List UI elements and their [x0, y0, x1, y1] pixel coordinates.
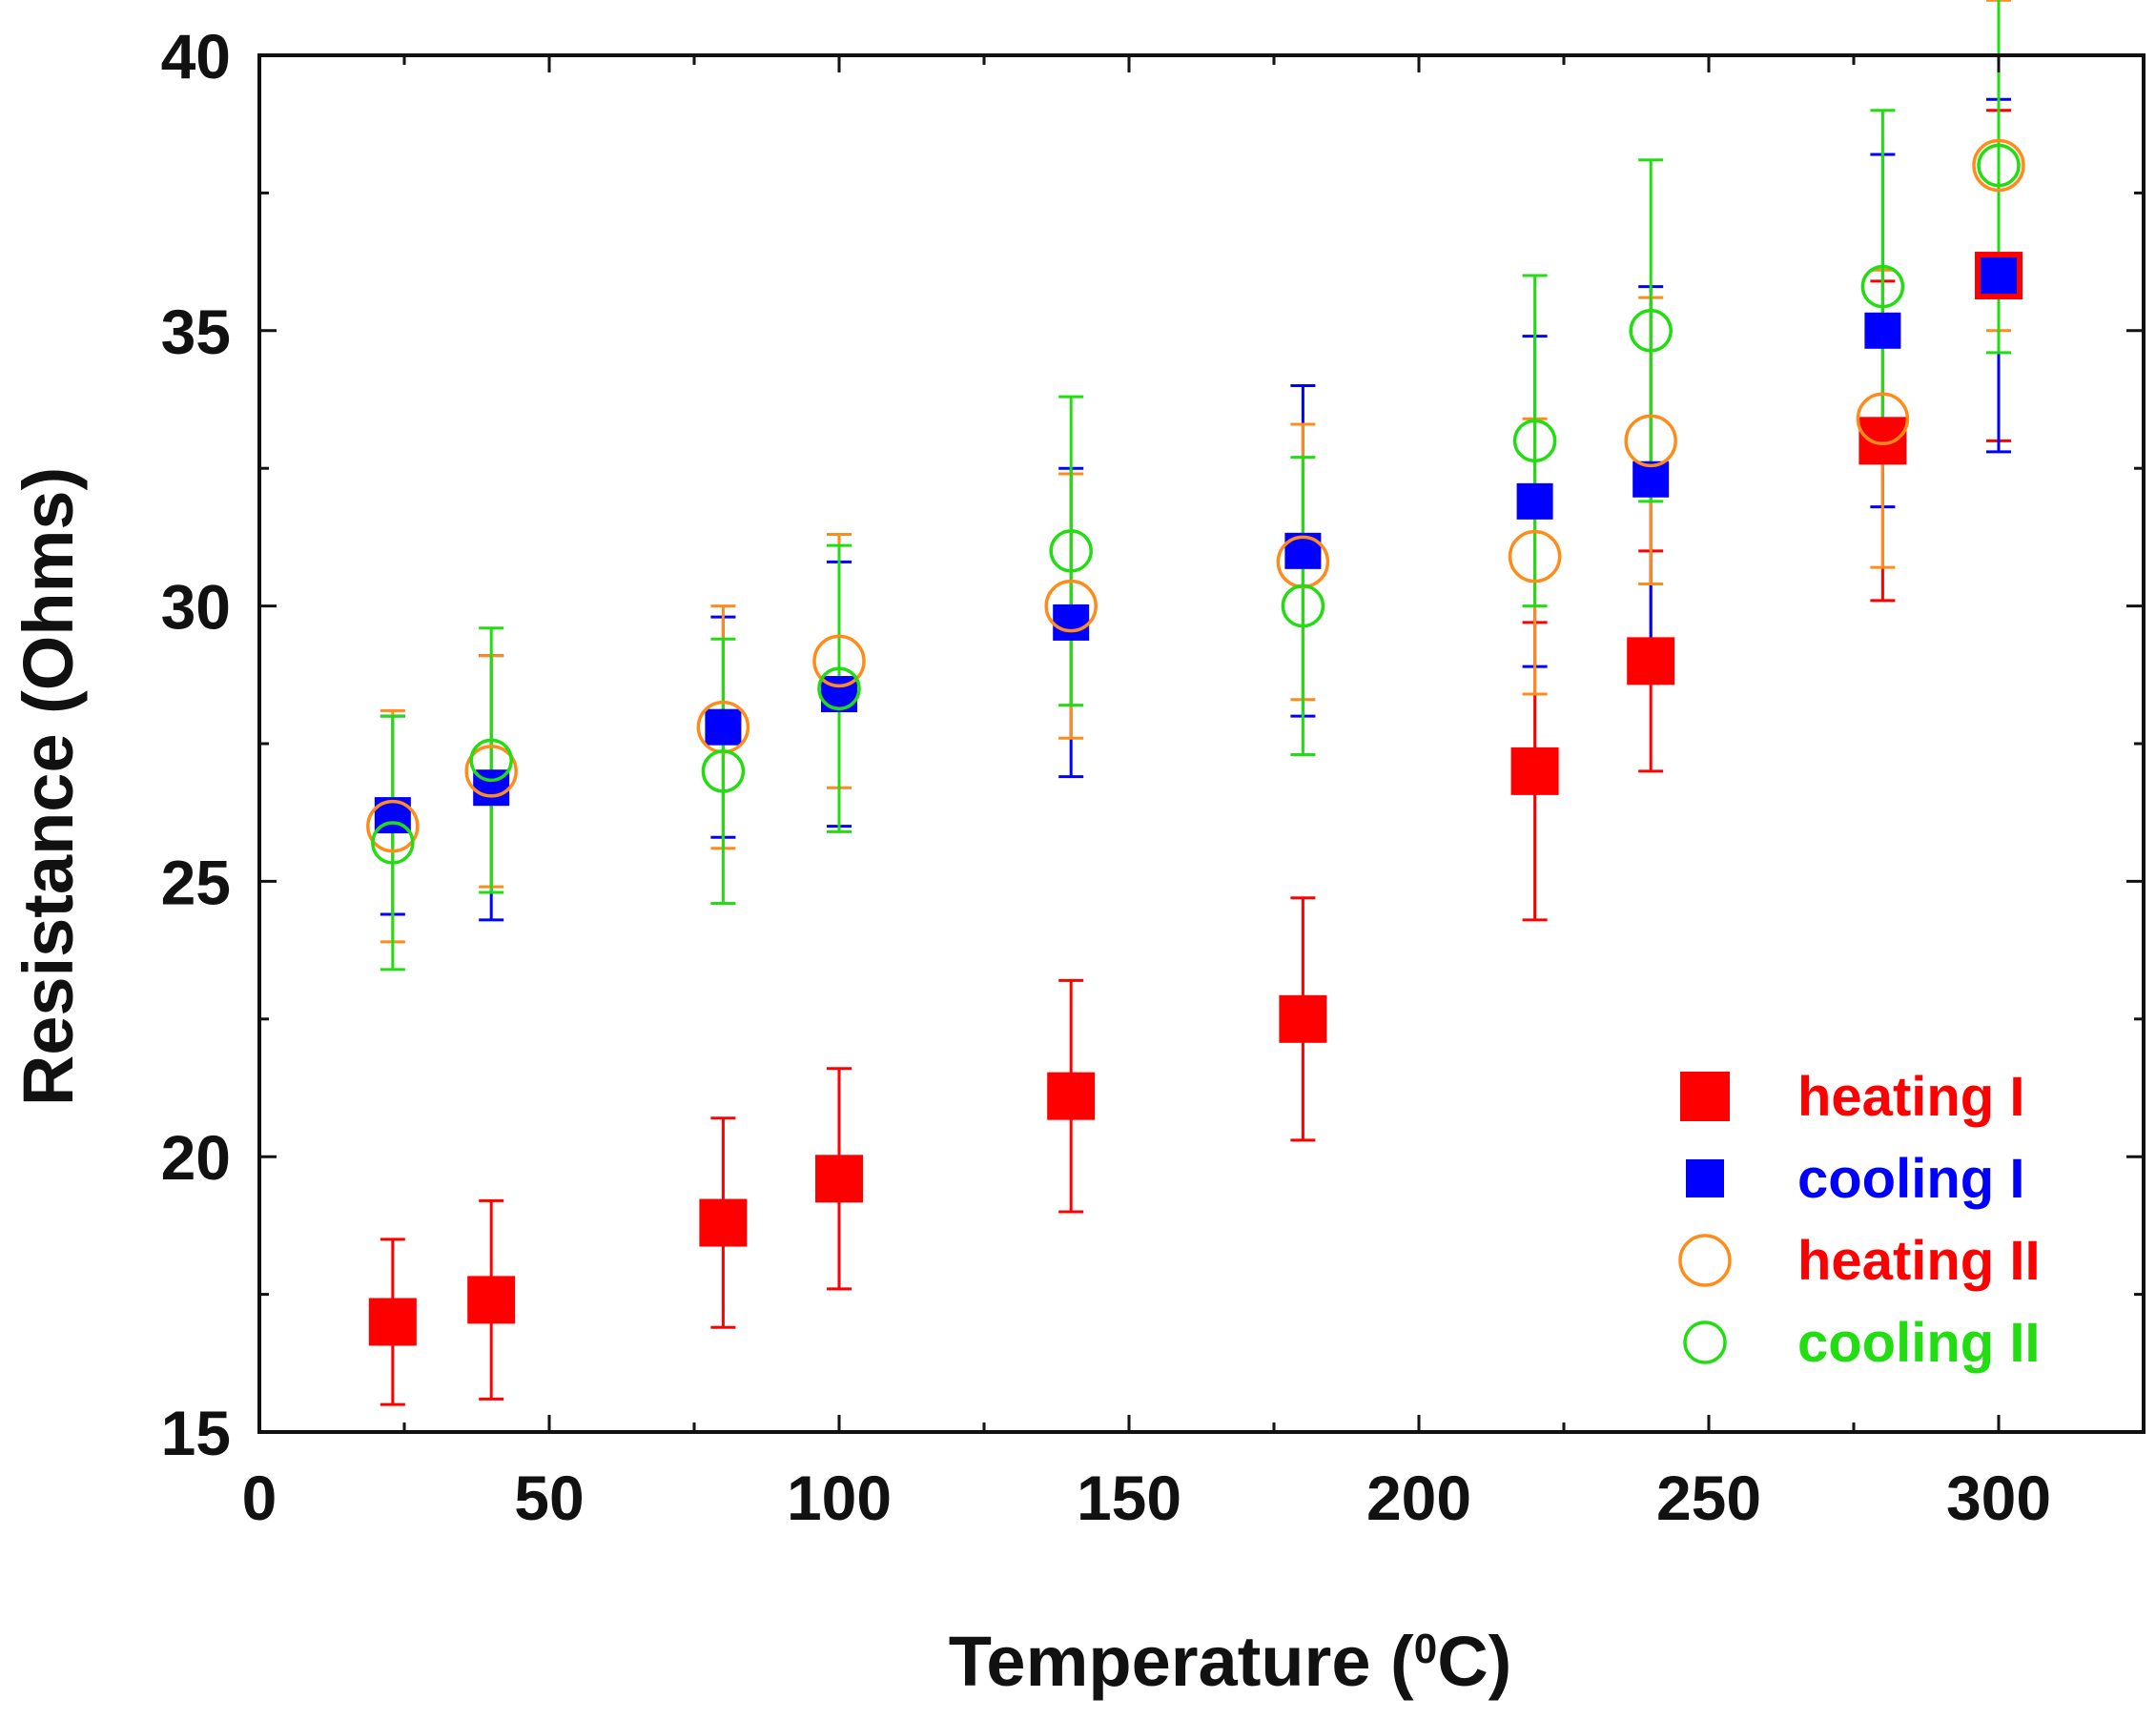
legend-marker-cooling-i: [1686, 1159, 1724, 1197]
cooling-ii-point: [371, 821, 415, 865]
axis-ticks-layer: [257, 53, 2144, 1434]
cooling-ii-point: [1049, 529, 1093, 573]
legend-label-heating-i: heating I: [1797, 1066, 2024, 1128]
x-tick-label: 250: [1656, 1463, 1761, 1533]
cooling-i-point: [1516, 482, 1553, 520]
y-tick-label: 35: [161, 297, 231, 367]
y-tick-label: 15: [161, 1398, 231, 1468]
legend-marker-heating-i: [1680, 1072, 1730, 1121]
cooling-ii-point: [1281, 583, 1325, 628]
legend-label-cooling-i: cooling I: [1797, 1148, 2024, 1210]
heating-i-point: [368, 1298, 417, 1346]
legend-label-cooling-ii: cooling II: [1797, 1312, 2041, 1374]
x-tick-label: 150: [1077, 1463, 1181, 1533]
cooling-ii-point: [1977, 143, 2021, 188]
legend-marker-cooling-ii: [1683, 1320, 1727, 1364]
cooling-i-point: [1632, 460, 1670, 498]
heating-i-point: [1858, 417, 1907, 465]
y-tick-label: 20: [161, 1122, 231, 1193]
heating-i-point: [467, 1276, 516, 1324]
markers-layer: [366, 138, 2025, 1346]
y-tick-label: 40: [161, 21, 231, 92]
cooling-i-point: [1981, 257, 2017, 295]
cooling-ii-point: [1512, 419, 1557, 463]
tick-labels-layer: 0 50 100 150 200 250 300 15 20 25 30 35 40: [161, 21, 2051, 1533]
heating-i-point: [1279, 994, 1327, 1043]
x-tick-label: 50: [514, 1463, 584, 1533]
x-axis-title-superscript: 0: [1414, 1626, 1437, 1672]
cooling-ii-point: [469, 738, 513, 783]
cooling-ii-point: [701, 749, 746, 793]
x-axis-title: Temperature (0C): [949, 1622, 1512, 1701]
heating-ii-point: [1856, 392, 1910, 445]
x-axis-title-end: C): [1437, 1622, 1511, 1701]
legend-label-heating-ii: heating II: [1797, 1230, 2041, 1292]
heating-i-point: [1627, 637, 1675, 686]
heating-i-point: [815, 1155, 863, 1203]
x-tick-label: 300: [1946, 1463, 2051, 1533]
cooling-ii-point: [817, 666, 861, 710]
legend: heating I cooling I heating II cooling II: [1678, 1066, 2041, 1374]
y-tick-label: 30: [161, 572, 231, 643]
heating-ii-point: [1624, 414, 1677, 468]
cooling-i-point: [1864, 312, 1901, 349]
x-tick-label: 200: [1366, 1463, 1471, 1533]
heating-ii-point: [812, 634, 866, 688]
heating-i-point: [1510, 747, 1559, 795]
x-tick-label: 100: [787, 1463, 892, 1533]
x-tick-label: 0: [242, 1463, 277, 1533]
y-tick-label: 25: [161, 847, 231, 917]
heating-ii-point: [464, 745, 518, 798]
heating-i-point: [1047, 1072, 1096, 1120]
heating-ii-point: [1508, 529, 1562, 583]
cooling-i-point: [705, 708, 742, 746]
cooling-i-point: [1053, 604, 1090, 641]
heating-ii-point: [1972, 138, 2025, 193]
heating-ii-point: [366, 799, 420, 853]
x-axis-title-main: Temperature (: [949, 1622, 1414, 1701]
legend-marker-heating-ii: [1678, 1234, 1732, 1287]
y-axis-title: Resistance (Ohms): [9, 467, 88, 1106]
heating-i-point: [699, 1198, 748, 1247]
heating-ii-point: [1044, 579, 1098, 633]
cooling-ii-point: [1629, 309, 1673, 353]
cooling-ii-point: [1860, 264, 1905, 309]
